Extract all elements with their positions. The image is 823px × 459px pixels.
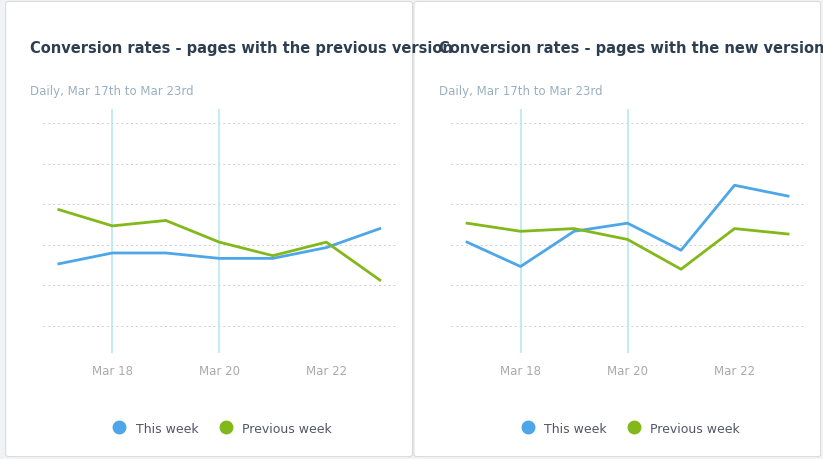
Text: Daily, Mar 17th to Mar 23rd: Daily, Mar 17th to Mar 23rd	[439, 85, 602, 98]
Legend: This week, Previous week: This week, Previous week	[510, 417, 745, 440]
Legend: This week, Previous week: This week, Previous week	[102, 417, 337, 440]
Text: Conversion rates - pages with the previous version: Conversion rates - pages with the previo…	[30, 41, 453, 56]
Text: Daily, Mar 17th to Mar 23rd: Daily, Mar 17th to Mar 23rd	[30, 85, 194, 98]
Text: Conversion rates - pages with the new version: Conversion rates - pages with the new ve…	[439, 41, 823, 56]
